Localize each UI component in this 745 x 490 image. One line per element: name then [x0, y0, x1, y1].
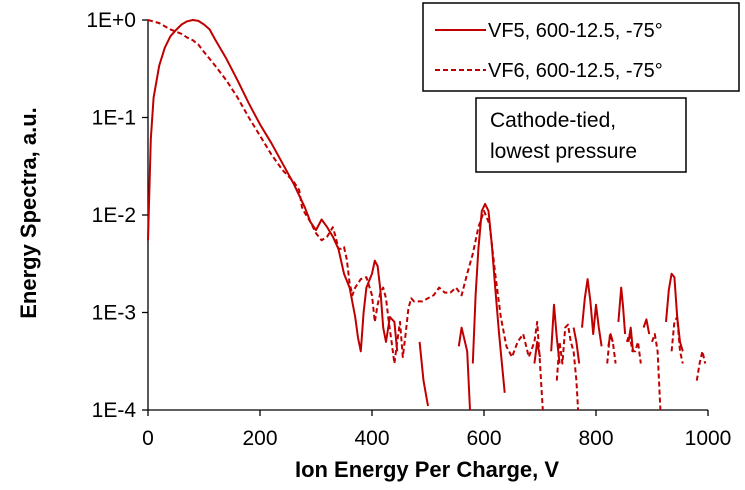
- series-line-segment: [418, 341, 429, 407]
- x-tick-label: 600: [466, 427, 501, 450]
- annotation-box: Cathode-tied, lowest pressure: [475, 97, 687, 173]
- legend-label-vf5: VF5, 600-12.5, -75°: [488, 20, 663, 42]
- series-line-segment: [625, 333, 642, 364]
- series-line-segment: [606, 333, 617, 364]
- legend: VF5, 600-12.5, -75° VF6, 600-12.5, -75°: [422, 2, 740, 92]
- y-tick-label: 1E+0: [86, 9, 136, 32]
- x-tick-label: 1000: [685, 427, 732, 450]
- annotation-line-1: Cathode-tied,: [490, 109, 616, 132]
- series-line-segment: [617, 286, 627, 335]
- axes: 0 200 400 600 800 1000 1E+0 1E-1 1E-2 1E-3 1E-4: [86, 9, 731, 450]
- y-tick-label: 1E-1: [92, 107, 136, 130]
- legend-label-vf6: VF6, 600-12.5, -75°: [488, 60, 663, 82]
- annotation-line-2: lowest pressure: [490, 140, 637, 163]
- x-tick-label: 800: [578, 427, 613, 450]
- annotation-frame: [475, 97, 687, 173]
- x-tick-label: 400: [354, 427, 389, 450]
- series-line-segment: [572, 327, 581, 364]
- series-layer: [147, 19, 707, 411]
- series-line-segment: [651, 333, 662, 411]
- y-tick-label: 1E-3: [92, 302, 136, 325]
- series-line-segment: [695, 350, 707, 381]
- series-line-segment: [147, 19, 399, 353]
- series-line-segment: [147, 19, 544, 411]
- series-line-segment: [670, 316, 684, 364]
- x-axis-title: Ion Energy Per Charge, V: [295, 457, 559, 482]
- series-line-segment: [581, 278, 603, 347]
- y-axis-title: Energy Spectra, a.u.: [16, 107, 41, 319]
- y-tick-label: 1E-2: [92, 204, 136, 227]
- series-line-segment: [555, 323, 580, 411]
- series-line-segment: [457, 326, 471, 411]
- legend-box: [422, 2, 740, 92]
- series-line-segment: [550, 303, 561, 364]
- series-vf6: [147, 19, 707, 411]
- series-line-segment: [627, 326, 634, 352]
- series-line-segment: [665, 272, 684, 352]
- series-line-segment: [642, 318, 651, 335]
- series-line-segment: [471, 202, 506, 393]
- x-tick-label: 200: [242, 427, 277, 450]
- y-tick-label: 1E-4: [92, 399, 137, 422]
- x-tick-label: 0: [142, 427, 154, 450]
